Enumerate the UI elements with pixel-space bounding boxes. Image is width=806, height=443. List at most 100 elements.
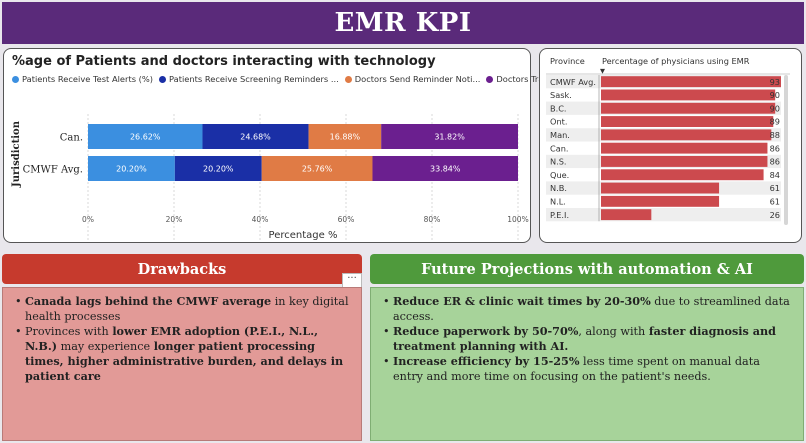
bar-data-label: 20.20% bbox=[203, 165, 234, 174]
bold-text: lower EMR adoption (P.E.I., N.L., N.B.) bbox=[25, 324, 319, 353]
bullet-item: Provinces with lower EMR adoption (P.E.I… bbox=[15, 324, 351, 384]
legend-label: Patients Receive Screening Reminders ... bbox=[169, 74, 339, 84]
emr-value-label: 93 bbox=[770, 77, 780, 87]
bar-segment[interactable] bbox=[308, 124, 382, 149]
emr-value-label: 86 bbox=[770, 157, 780, 167]
bullet-item: Increase efficiency by 15-25% less time … bbox=[383, 354, 793, 384]
bold-text: Increase efficiency by 15-25% bbox=[393, 354, 580, 368]
bullet-item: Reduce paperwork by 50-70%, along with f… bbox=[383, 324, 793, 354]
drawbacks-title: Drawbacks bbox=[137, 260, 227, 278]
text: , along with bbox=[578, 325, 649, 338]
emr-bar[interactable] bbox=[601, 182, 720, 194]
future-banner: Future Projections with automation & AI bbox=[370, 254, 804, 284]
emr-bar[interactable] bbox=[601, 209, 652, 221]
emr-value-label: 61 bbox=[770, 183, 780, 193]
legend-item[interactable]: Patients Receive Screening Reminders ... bbox=[159, 74, 339, 84]
province-label: Can. bbox=[550, 143, 569, 153]
x-tick-label: 60% bbox=[338, 215, 355, 224]
x-tick-label: 100% bbox=[507, 215, 528, 224]
sort-desc-icon[interactable]: ▼ bbox=[600, 67, 605, 75]
emr-value-label: 90 bbox=[770, 90, 780, 100]
emr-value-label: 90 bbox=[770, 103, 780, 113]
stacked-bar-chart: 0% 20% 40% 60% 80% 100% Can. 26.62% 24.68% 16.88%… bbox=[11, 114, 529, 242]
table-header-metric[interactable]: Percentage of physicians using EMR bbox=[602, 56, 750, 66]
table-scrollbar[interactable] bbox=[784, 75, 788, 225]
bar-data-label: 24.68% bbox=[240, 133, 271, 142]
emr-value-label: 84 bbox=[770, 170, 780, 180]
x-tick-label: 80% bbox=[424, 215, 441, 224]
province-label: Man. bbox=[550, 130, 570, 140]
bar-data-label: 33.84% bbox=[430, 165, 461, 174]
drawbacks-panel: Canada lags behind the CMWF average in k… bbox=[2, 287, 362, 441]
x-axis-title: Percentage % bbox=[269, 230, 338, 241]
emr-bar[interactable] bbox=[601, 102, 776, 114]
province-label: CMWF Avg. bbox=[550, 77, 596, 87]
emr-value-label: 88 bbox=[770, 130, 780, 140]
bold-text: Reduce ER & clinic wait times by 20-30% bbox=[393, 294, 651, 308]
bold-text: Reduce paperwork by 50-70% bbox=[393, 324, 579, 338]
province-label: N.S. bbox=[550, 157, 567, 167]
bar-segment[interactable] bbox=[202, 124, 309, 149]
emr-bar[interactable] bbox=[601, 76, 781, 88]
chart-title: %age of Patients and doctors interacting… bbox=[12, 54, 436, 69]
emr-bar[interactable] bbox=[601, 129, 772, 141]
legend-label: Patients Receive Test Alerts (%) bbox=[22, 74, 154, 84]
bar-segment[interactable] bbox=[261, 156, 373, 181]
stacked-bar-chart-card: %age of Patients and doctors interacting… bbox=[3, 48, 597, 243]
bar-data-label: 25.76% bbox=[302, 165, 333, 174]
emr-bar[interactable] bbox=[601, 195, 720, 207]
future-title: Future Projections with automation & AI bbox=[421, 260, 753, 278]
y-category-label: Can. bbox=[60, 133, 83, 144]
page-title: EMR KPI bbox=[334, 8, 472, 38]
legend-item[interactable]: Patients Receive Test Alerts (%) bbox=[12, 74, 153, 84]
text: may experience bbox=[57, 340, 154, 353]
text: in key digital health processes bbox=[25, 295, 349, 323]
y-axis-title: Jurisdiction bbox=[11, 120, 22, 188]
bar-data-label: 31.82% bbox=[434, 133, 465, 142]
emr-bar[interactable] bbox=[601, 156, 768, 167]
drawbacks-banner: Drawbacks bbox=[2, 254, 362, 284]
bold-text: Canada lags behind the CMWF average bbox=[25, 294, 272, 308]
page-header: EMR KPI bbox=[2, 2, 804, 44]
bullet-item: Reduce ER & clinic wait times by 20-30% … bbox=[383, 294, 793, 324]
emr-usage-chart: Province Percentage of physicians using E… bbox=[546, 56, 790, 225]
bold-text: faster diagnosis and treatment planning … bbox=[393, 324, 776, 353]
emr-bar[interactable] bbox=[601, 89, 776, 101]
text: less time spent on manual data entry and… bbox=[393, 355, 760, 383]
future-list: Reduce ER & clinic wait times by 20-30% … bbox=[383, 294, 793, 384]
legend-label: Doctors Send Reminder Noti... bbox=[354, 74, 481, 84]
province-label: N.L. bbox=[550, 197, 566, 207]
bar-segment[interactable] bbox=[88, 124, 203, 149]
x-tick-label: 20% bbox=[166, 215, 183, 224]
emr-bar[interactable] bbox=[601, 116, 774, 127]
x-tick-label: 0% bbox=[82, 215, 94, 224]
bar-data-label: 20.20% bbox=[116, 165, 147, 174]
emr-value-label: 61 bbox=[770, 197, 780, 207]
bar-segment[interactable] bbox=[174, 156, 262, 181]
emr-bar[interactable] bbox=[601, 169, 764, 181]
bar-segment[interactable] bbox=[381, 124, 518, 149]
bar-segment[interactable] bbox=[88, 156, 175, 181]
legend-dot-icon bbox=[486, 75, 494, 83]
emr-bar[interactable] bbox=[601, 142, 768, 154]
text: due to streamlined data access. bbox=[393, 295, 790, 323]
drawbacks-list: Canada lags behind the CMWF average in k… bbox=[15, 294, 351, 384]
y-category-label: CMWF Avg. bbox=[23, 165, 83, 176]
bar-segment[interactable] bbox=[372, 156, 518, 181]
legend-item[interactable]: Doctors Send Reminder Noti... bbox=[344, 74, 481, 84]
province-label: Sask. bbox=[550, 90, 572, 100]
table-row-bg bbox=[546, 208, 781, 222]
bullet-item: Canada lags behind the CMWF average in k… bbox=[15, 294, 351, 324]
province-label: Que. bbox=[550, 170, 569, 180]
province-label: P.E.I. bbox=[550, 210, 569, 220]
province-label: Ont. bbox=[550, 117, 567, 127]
bold-text: longer patient processing times, higher … bbox=[25, 339, 344, 383]
province-label: N.B. bbox=[550, 183, 567, 193]
legend-dot-icon bbox=[159, 75, 167, 83]
table-header-province[interactable]: Province bbox=[550, 56, 585, 66]
emr-value-label: 86 bbox=[770, 143, 780, 153]
x-tick-label: 40% bbox=[252, 215, 269, 224]
emr-value-label: 89 bbox=[770, 117, 780, 127]
emr-value-label: 26 bbox=[770, 210, 780, 220]
text: Provinces with bbox=[25, 325, 113, 338]
